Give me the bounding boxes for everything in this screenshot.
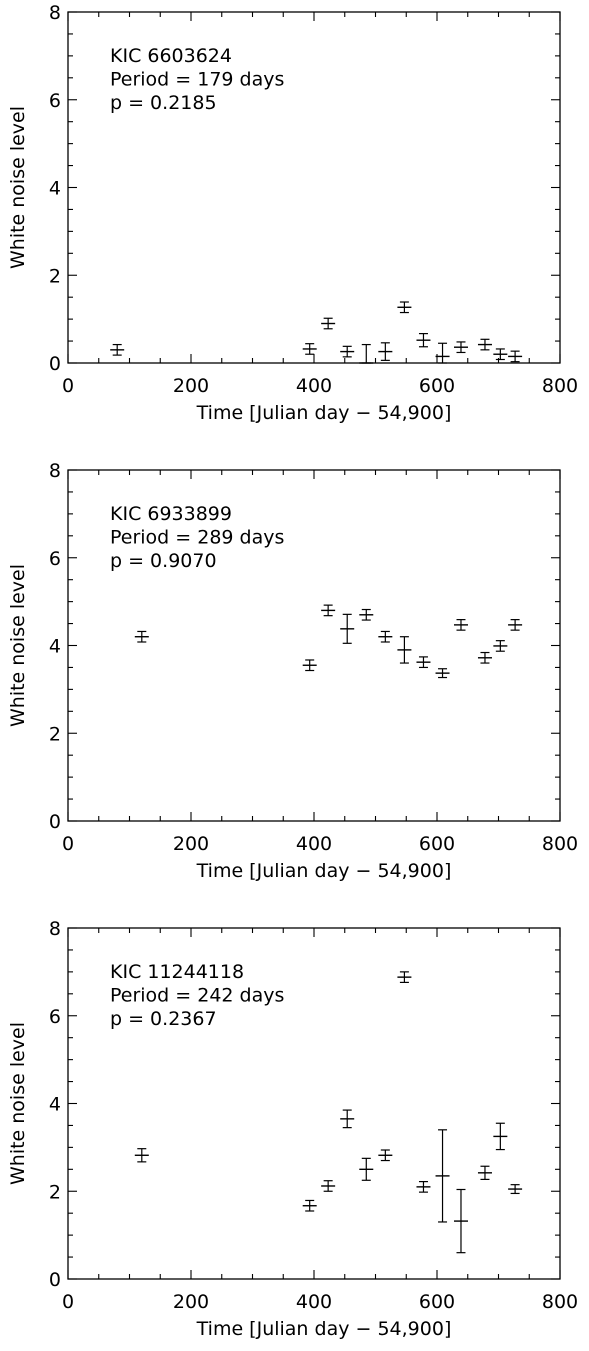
- data-point: [378, 630, 393, 643]
- data-point: [453, 1188, 468, 1254]
- data-point: [321, 604, 336, 617]
- data-point: [397, 636, 412, 664]
- chart-panel-2: 0 200 400 600 800 0 2 4 6 8 Time [Julian day − 54,…: [7, 460, 578, 882]
- y-tick-label: 0: [49, 811, 61, 833]
- data-point: [359, 1157, 374, 1181]
- data-point: [340, 1109, 355, 1129]
- data-point: [435, 342, 450, 364]
- data-point: [110, 343, 125, 356]
- y-tick-label: 4: [49, 178, 61, 200]
- annotation-text: KIC 6933899: [110, 503, 232, 525]
- y-tick-label: 6: [49, 1006, 61, 1028]
- data-point: [453, 341, 468, 354]
- data-point: [416, 1180, 431, 1193]
- y-tick-label: 2: [49, 265, 61, 287]
- x-tick-label: 600: [419, 375, 455, 397]
- data-point: [134, 630, 149, 643]
- x-tick-label: 200: [173, 375, 209, 397]
- data-point: [397, 971, 412, 984]
- data-point: [302, 343, 317, 355]
- y-tick-label: 8: [49, 2, 61, 24]
- annotation-text: KIC 6603624: [110, 45, 232, 67]
- x-tick-label: 800: [542, 375, 578, 397]
- data-point: [493, 348, 508, 361]
- y-tick-label: 6: [49, 90, 61, 112]
- y-tick-label: 8: [49, 460, 61, 482]
- data-point: [416, 656, 431, 669]
- annotation-text: p = 0.2185: [110, 92, 217, 114]
- data-point: [359, 343, 374, 364]
- x-tick-label: 0: [62, 833, 74, 855]
- annotation-text: KIC 11244118: [110, 961, 244, 983]
- annotation-text: Period = 179 days: [110, 69, 284, 91]
- chart-panel-1: 0 200 400 600 800 0 2 4 6 8 Time [Julian day − 54,…: [7, 2, 578, 424]
- x-axis-label: Time [Julian day − 54,900]: [196, 402, 452, 424]
- data-point: [397, 301, 412, 314]
- data-point: [477, 651, 492, 664]
- data-point: [134, 1148, 149, 1163]
- annotation-text: p = 0.2367: [110, 1008, 217, 1030]
- data-point: [416, 333, 431, 348]
- data-point: [477, 1165, 492, 1181]
- annotation-text: p = 0.9070: [110, 550, 217, 572]
- y-tick-label: 0: [49, 353, 61, 375]
- x-axis-label: Time [Julian day − 54,900]: [196, 860, 452, 882]
- y-tick-label: 0: [49, 1269, 61, 1291]
- data-point: [508, 619, 523, 631]
- y-axis-label: White noise level: [7, 1022, 29, 1185]
- y-tick-label: 4: [49, 1094, 61, 1116]
- y-axis-label: White noise level: [7, 106, 29, 269]
- x-tick-label: 400: [296, 1291, 332, 1313]
- x-tick-label: 400: [296, 375, 332, 397]
- y-tick-label: 2: [49, 723, 61, 745]
- data-point: [321, 1180, 336, 1192]
- x-tick-label: 200: [173, 833, 209, 855]
- y-tick-label: 4: [49, 636, 61, 658]
- y-tick-label: 8: [49, 918, 61, 940]
- y-tick-label: 2: [49, 1181, 61, 1203]
- data-point: [302, 1199, 317, 1212]
- data-point: [477, 338, 492, 351]
- data-point: [340, 613, 355, 644]
- data-point: [302, 659, 317, 672]
- y-axis-label: White noise level: [7, 564, 29, 727]
- annotation-text: Period = 289 days: [110, 527, 284, 549]
- data-point: [435, 1129, 450, 1223]
- data-point: [493, 1122, 508, 1151]
- data-point: [378, 342, 393, 361]
- data-point: [340, 345, 355, 358]
- x-tick-label: 0: [62, 375, 74, 397]
- data-point: [453, 619, 468, 631]
- chart-panel-3: 0 200 400 600 800 0 2 4 6 8 Time [Julian day − 54,…: [7, 918, 578, 1340]
- x-tick-label: 400: [296, 833, 332, 855]
- x-tick-label: 600: [419, 1291, 455, 1313]
- x-tick-label: 0: [62, 1291, 74, 1313]
- x-tick-label: 800: [542, 833, 578, 855]
- data-point: [508, 1184, 523, 1195]
- x-tick-label: 600: [419, 833, 455, 855]
- data-point: [378, 1149, 393, 1162]
- data-point: [321, 317, 336, 330]
- x-tick-label: 800: [542, 1291, 578, 1313]
- annotation-text: Period = 242 days: [110, 985, 284, 1007]
- x-tick-label: 200: [173, 1291, 209, 1313]
- data-point: [493, 640, 508, 652]
- x-axis-label: Time [Julian day − 54,900]: [196, 1318, 452, 1340]
- data-point: [435, 668, 450, 679]
- data-point: [359, 608, 374, 621]
- data-point: [508, 350, 523, 363]
- y-tick-label: 6: [49, 548, 61, 570]
